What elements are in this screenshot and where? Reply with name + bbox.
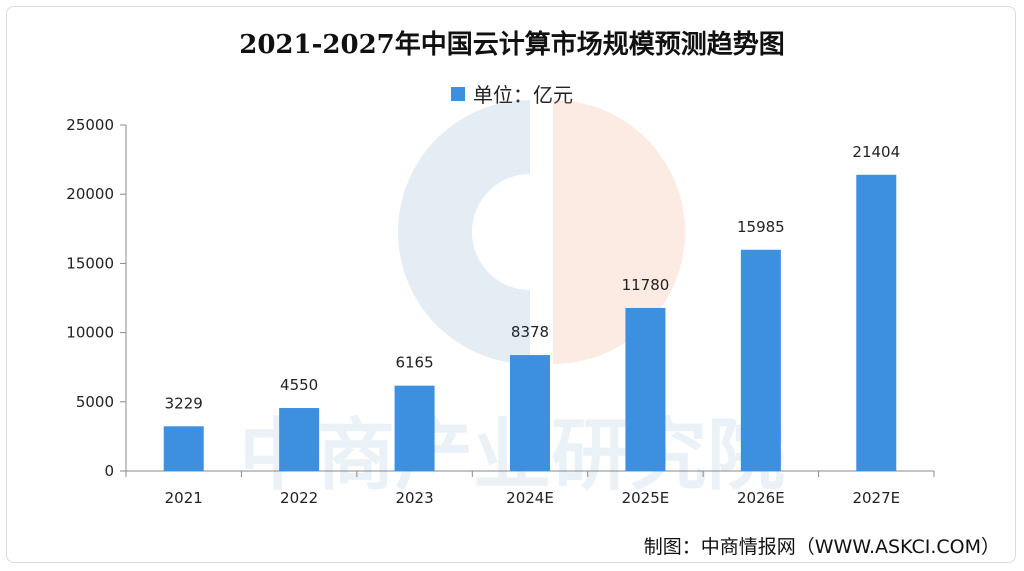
bar (856, 174, 897, 471)
y-tick-label: 15000 (66, 254, 114, 272)
y-tick-label: 10000 (66, 324, 114, 342)
x-tick-label: 2027E (852, 489, 900, 507)
chart-title: 2021-2027年中国云计算市场规模预测趋势图 (239, 30, 785, 60)
axes: 0 5000 10000 15000 20000 25000 2021 2022 2023 202… (66, 116, 935, 507)
y-tick-label: 25000 (66, 116, 114, 134)
x-tick-label: 2022 (280, 489, 318, 507)
bar (394, 385, 435, 471)
x-tick-label: 2021 (165, 489, 203, 507)
x-tick-label: 2026E (737, 489, 785, 507)
bar (740, 249, 781, 471)
x-tick-label: 2025E (622, 489, 670, 507)
y-tick-label: 5000 (76, 393, 114, 411)
data-label: 15985 (737, 218, 785, 236)
x-tick-label: 2024E (506, 489, 554, 507)
y-tick-label: 0 (104, 462, 114, 480)
data-label: 21404 (852, 143, 900, 161)
x-tick-label: 2023 (395, 489, 433, 507)
data-label: 6165 (395, 354, 433, 372)
bar (510, 355, 550, 471)
labels: 3229 4550 6165 8378 11780 15985 21404 (165, 143, 901, 413)
data-label: 4550 (280, 376, 318, 394)
legend-label: 单位：亿元 (473, 83, 573, 107)
bar (279, 408, 320, 471)
y-tick-label: 20000 (66, 185, 114, 203)
legend: 单位：亿元 (0, 79, 1024, 108)
data-label: 11780 (622, 276, 670, 294)
chart-frame (6, 6, 1016, 563)
bar (163, 426, 204, 471)
data-label: 3229 (165, 394, 203, 412)
legend-swatch (451, 86, 465, 101)
bar (625, 307, 666, 471)
footer-source: 制图：中商情报网（WWW.ASKCI.COM） (643, 536, 1000, 558)
bars (163, 174, 897, 471)
data-label: 8378 (511, 323, 549, 341)
